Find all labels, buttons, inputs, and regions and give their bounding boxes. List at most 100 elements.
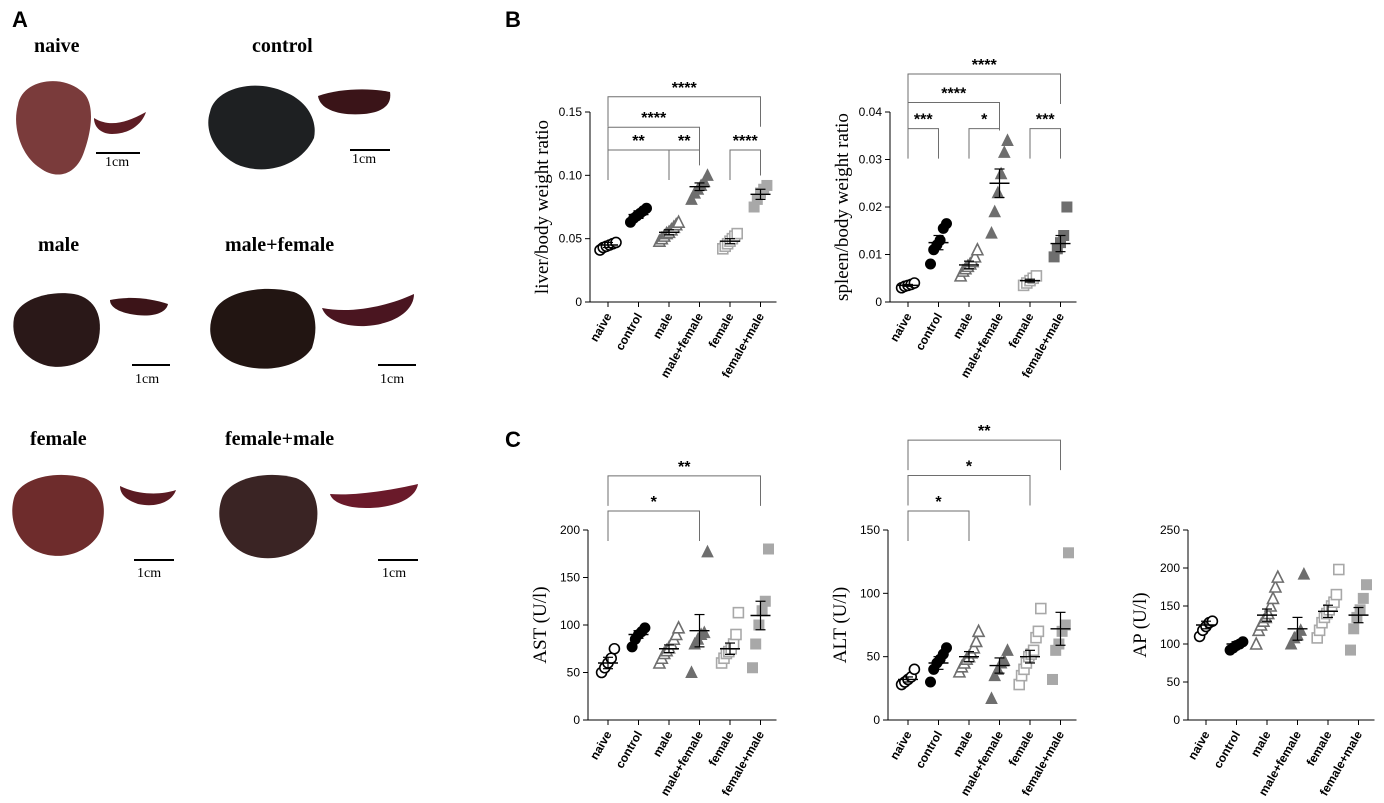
data-point [991,662,1005,675]
y-tick-label: 150 [1160,599,1180,613]
data-point [1361,579,1372,591]
y-axis-label: ALT (U/l) [830,587,851,664]
photo-label: naive [34,35,80,57]
significance-label: **** [733,133,759,150]
y-tick-label: 50 [1167,675,1181,689]
y-tick-label: 150 [860,523,880,537]
photo-male: male 1cm [13,234,170,387]
y-tick-label: 50 [867,650,881,664]
data-point [1249,636,1263,650]
y-tick-label: 0.02 [859,200,883,214]
data-point [985,226,998,239]
x-tick-label: naive [587,728,615,762]
y-axis-label: spleen/body weight ratio [832,113,853,301]
significance-bracket [729,149,761,180]
y-tick-label: 0 [573,713,580,727]
chart-spleen-ratio: 0 0.01 0.02 0.03 0.04 spleen/body weight rati… [832,57,1077,380]
spleen-photo [94,112,146,134]
data-point [1001,643,1014,656]
photo-naive: naive 1cm [16,35,146,175]
x-tick-label: female [705,728,736,768]
x-tick-label: female [1303,728,1334,768]
data-point [1001,133,1014,146]
liver-photo [12,474,104,556]
data-point [1063,547,1074,559]
data-point [1035,602,1047,615]
spleen-photo [330,484,418,508]
photo-label: male+female [225,234,334,256]
scale-label: 1cm [352,152,376,167]
data-point [697,625,711,639]
data-point [908,663,921,676]
scale-label: 1cm [380,372,404,387]
data-point [941,218,952,230]
data-point [969,633,983,648]
y-axis-label: liver/body weight ratio [532,120,553,294]
data-point [1263,598,1278,612]
significance-label: ** [978,423,991,440]
data-point [994,166,1008,180]
y-tick-label: 0.15 [559,105,583,119]
scale-label: 1cm [382,566,406,581]
y-tick-label: 100 [1160,637,1180,651]
significance-bracket [1029,128,1061,159]
spleen-photo [120,486,176,506]
data-point [671,214,686,228]
scale-label: 1cm [135,372,159,387]
data-point [925,676,936,688]
data-point [1348,623,1360,635]
data-point [1357,592,1369,604]
liver-photo [13,293,100,367]
y-tick-label: 100 [560,618,580,632]
photo-label: male [38,234,79,256]
data-point [701,544,714,558]
x-tick-label: male [1248,728,1274,759]
data-point [669,626,683,641]
x-tick-label: female [1005,310,1036,350]
data-point [639,622,651,634]
x-tick-label: male [650,310,676,341]
panel-letter-c: C [505,427,521,452]
x-tick-label: control [913,729,945,771]
x-tick-label: naive [887,728,915,762]
significance-label: **** [972,57,998,74]
significance-label: ** [632,133,645,150]
photo-male-female: male+female 1cm [210,234,416,387]
data-point [685,192,698,205]
spleen-photo [318,89,391,115]
x-tick-label: male [950,310,976,341]
data-point [1268,579,1283,593]
significance-bracket [607,149,670,180]
liver-photo [208,85,315,170]
data-point [988,204,1002,218]
data-point [970,241,985,256]
x-tick-label: control [613,311,645,353]
data-point [985,691,998,704]
y-tick-label: 0.01 [859,248,883,262]
significance-bracket [907,73,1061,104]
panel-letter-b: B [505,7,521,32]
y-axis-label: AP (U/l) [1130,592,1151,657]
y-tick-label: 150 [560,571,580,585]
significance-bracket [607,126,700,158]
y-tick-label: 0.03 [859,153,883,167]
significance-label: ** [678,459,691,476]
significance-bracket [907,128,939,159]
significance-label: **** [672,80,698,97]
data-point [988,668,1002,682]
photo-label: female+male [225,428,334,450]
y-tick-label: 200 [1160,561,1180,575]
significance-label: *** [1036,112,1055,129]
data-point [1330,588,1343,601]
data-point [671,620,686,634]
significance-label: **** [641,110,667,127]
data-point [685,665,698,678]
data-point [732,606,745,619]
significance-bracket [607,96,761,127]
data-point [968,249,982,263]
y-tick-label: 100 [860,586,880,600]
data-point [1271,569,1285,583]
significance-bracket [968,128,1000,159]
significance-label: * [981,112,988,129]
